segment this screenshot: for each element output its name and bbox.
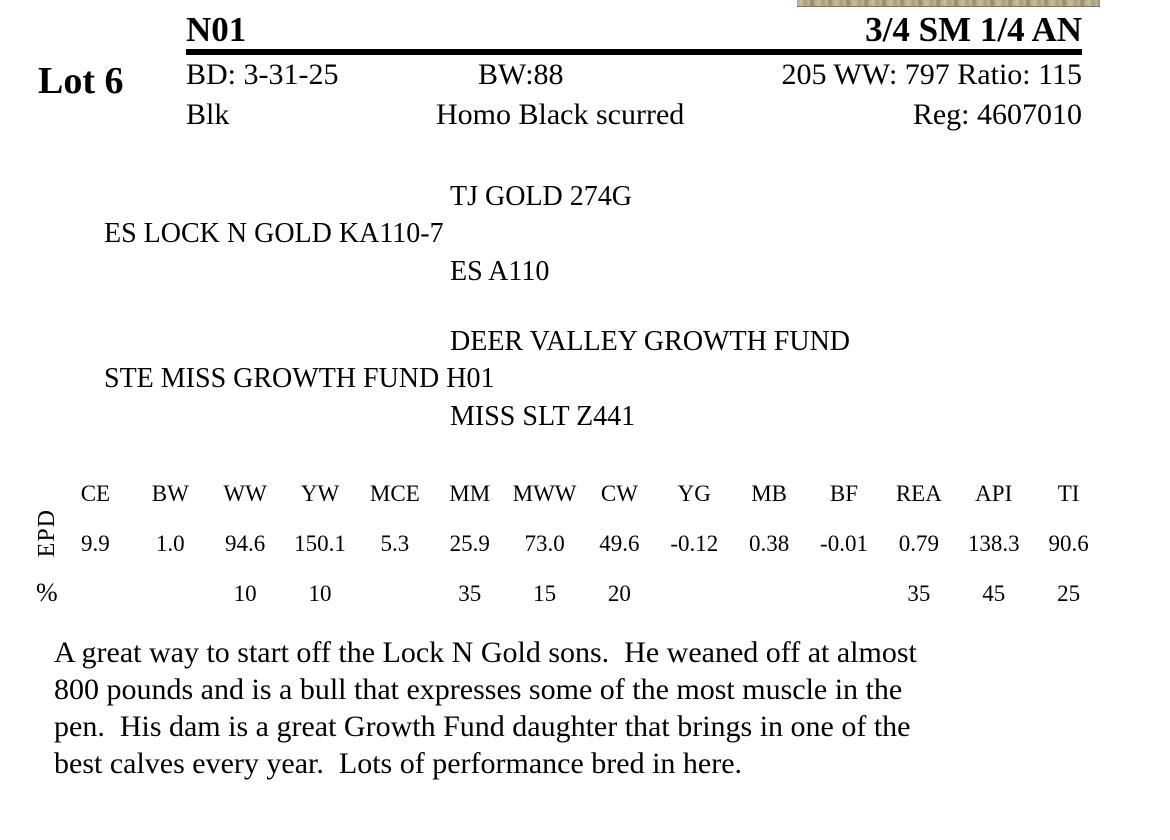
- epd-value: 5.3: [380, 531, 410, 556]
- animal-tattoo: N01: [186, 10, 247, 49]
- epd-header: CE: [80, 481, 111, 506]
- pedigree-dam-sire: DEER VALLEY GROWTH FUND: [450, 326, 851, 357]
- epd-value: 49.6: [599, 531, 640, 556]
- epd-value: 0.38: [749, 531, 790, 556]
- epd-percentile: 25: [1057, 581, 1081, 606]
- epd-value: 94.6: [225, 531, 266, 556]
- birth-weight: BW:88: [478, 58, 564, 91]
- weaning-stats: 205 WW: 797 Ratio: 115: [781, 58, 1082, 91]
- percentile-row-label: %: [36, 578, 58, 607]
- pedigree-sire-sire: TJ GOLD 274G: [450, 181, 632, 212]
- epd-header: REA: [895, 481, 942, 506]
- epd-percentile: 10: [308, 581, 332, 606]
- coat-color: Blk: [186, 98, 230, 131]
- epd-value: 0.79: [898, 531, 939, 556]
- epd-header-row: CE BW WW YW MCE MM MWW CW YG MB BF REA A…: [58, 481, 1106, 507]
- epd-percentile: [732, 581, 807, 607]
- epd-header: MWW: [512, 481, 577, 506]
- birth-date: BD: 3-31-25: [186, 58, 339, 91]
- epd-percentile: 45: [982, 581, 1006, 606]
- epd-header: TI: [1057, 481, 1080, 506]
- epd-value: 73.0: [524, 531, 565, 556]
- epd-percentile: 10: [233, 581, 257, 606]
- breed-composition: 3/4 SM 1/4 AN: [865, 10, 1082, 49]
- photo-bottom-edge-strip: [797, 0, 1100, 7]
- epd-header: MB: [751, 481, 788, 506]
- epd-header: BF: [829, 481, 859, 506]
- coat-horn-status: Homo Black scurred: [436, 98, 685, 131]
- lot-number: Lot 6: [38, 60, 124, 102]
- epd-value: 25.9: [449, 531, 490, 556]
- epd-value: -0.12: [670, 531, 719, 556]
- epd-value: -0.01: [820, 531, 868, 556]
- pedigree-dam: STE MISS GROWTH FUND H01: [104, 363, 495, 394]
- epd-header: MCE: [369, 481, 420, 506]
- animal-stats-row-1: BD: 3-31-25 BW:88 205 WW: 797 Ratio: 115: [186, 55, 1082, 95]
- epd-value: 9.9: [81, 531, 110, 556]
- epd-percentile: 20: [607, 581, 631, 606]
- epd-percentile-row: 10 10 35 15 20 35 45 25: [58, 581, 1106, 607]
- epd-header: YG: [677, 481, 711, 506]
- animal-header: N01 3/4 SM 1/4 AN BD: 3-31-25 BW:88 205 …: [186, 12, 1082, 135]
- epd-value-row: 9.9 1.0 94.6 150.1 5.3 25.9 73.0 49.6 -0…: [58, 531, 1106, 557]
- epd-percentile: 35: [907, 581, 931, 606]
- epd-header: BW: [151, 481, 189, 506]
- epd-value: 150.1: [294, 531, 346, 556]
- epd-row-label: EPD: [34, 509, 60, 558]
- epd-header: WW: [223, 481, 267, 506]
- epd-header: API: [975, 481, 1013, 506]
- epd-percentile: [357, 581, 432, 607]
- epd-percentile: 15: [533, 581, 557, 606]
- epd-percentile: [133, 581, 208, 607]
- epd-percentile: [657, 581, 732, 607]
- pedigree-sire: ES LOCK N GOLD KA110-7: [104, 218, 444, 249]
- epd-header: CW: [600, 481, 638, 506]
- animal-stats-row-2: Blk Homo Black scurred Reg: 4607010: [186, 95, 1082, 135]
- epd-percentile: [58, 581, 133, 607]
- registration-number: Reg: 4607010: [912, 98, 1082, 131]
- epd-value: 138.3: [967, 531, 1020, 556]
- epd-header: YW: [300, 481, 340, 506]
- epd-value: 1.0: [155, 531, 185, 556]
- epd-header: MM: [449, 481, 491, 506]
- epd-value: 90.6: [1048, 531, 1089, 556]
- epd-percentile: 35: [458, 581, 482, 606]
- epd-percentile: [807, 581, 882, 607]
- pedigree-dam-dam: MISS SLT Z441: [450, 401, 636, 432]
- animal-header-top: N01 3/4 SM 1/4 AN: [186, 12, 1082, 55]
- pedigree-sire-dam: ES A110: [450, 256, 550, 287]
- lot-description: A great way to start off the Lock N Gold…: [54, 636, 917, 780]
